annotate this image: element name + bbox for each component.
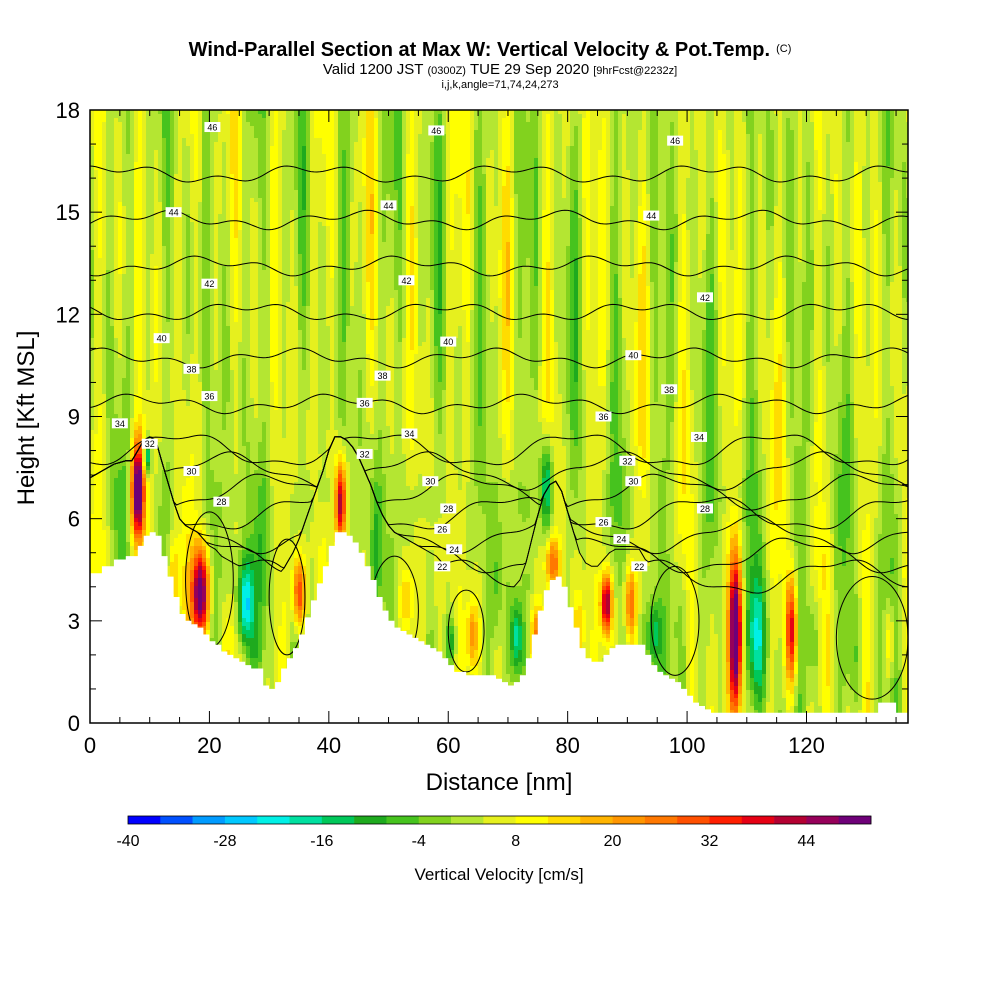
y-tick-label: 3	[68, 609, 80, 634]
x-tick-label: 0	[84, 733, 96, 758]
colorbar-tick-label: 32	[701, 833, 719, 850]
contour-label: 46	[667, 136, 683, 147]
contour-label: 44	[166, 207, 182, 218]
contour-label: 42	[697, 292, 713, 303]
y-tick-label: 15	[56, 200, 80, 225]
y-tick-label: 12	[56, 302, 80, 327]
contour-label: 22	[631, 561, 647, 572]
colorbar-swatch	[839, 816, 872, 824]
contour-label: 44	[643, 211, 659, 222]
colorbar-swatch	[451, 816, 484, 824]
contour-label: 44	[381, 200, 397, 211]
x-axis-label: Distance [nm]	[426, 769, 573, 796]
contour-label: 28	[697, 503, 713, 514]
contour-label: 30	[184, 466, 200, 477]
colorbar-swatch	[225, 816, 258, 824]
contour-label: 30	[625, 476, 641, 487]
colorbar-tick-label: -28	[213, 833, 236, 850]
contour-label: 26	[595, 517, 611, 528]
colorbar-tick-label: -4	[412, 833, 426, 850]
y-axis-label: Height [Kft MSL]	[13, 331, 40, 506]
contour-label: 40	[154, 333, 170, 344]
colorbar-swatch	[548, 816, 581, 824]
colorbar-swatch	[613, 816, 646, 824]
contour-label: 34	[691, 432, 707, 443]
chart-title: Wind-Parallel Section at Max W: Vertical…	[189, 39, 792, 61]
colorbar-swatch	[645, 816, 678, 824]
colorbar-swatch	[193, 816, 226, 824]
contour-label: 42	[398, 275, 414, 286]
vertical-velocity-field	[90, 110, 911, 727]
y-tick-label: 0	[68, 711, 80, 736]
contour-label: 32	[142, 439, 158, 450]
colorbar-label: Vertical Velocity [cm/s]	[414, 865, 583, 884]
contour-label: 24	[613, 534, 629, 545]
colorbar-swatch	[806, 816, 839, 824]
x-tick-label: 40	[317, 733, 341, 758]
y-tick-label: 18	[56, 98, 80, 123]
contour-label: 34	[112, 418, 128, 429]
colorbar-swatch	[257, 816, 290, 824]
contour-label: 36	[201, 391, 217, 402]
colorbar-swatch	[580, 816, 613, 824]
contour-label: 46	[204, 122, 220, 132]
colorbar-swatch	[709, 816, 742, 824]
contour-label: 32	[619, 456, 635, 467]
colorbar: -40 -28 -16 -4 8 20 32 44	[116, 816, 871, 850]
contour-label: 32	[357, 449, 373, 460]
contour-label: 40	[625, 350, 641, 361]
colorbar-swatch	[290, 816, 323, 824]
colorbar-swatch	[742, 816, 775, 824]
contour-label: 38	[184, 364, 200, 375]
contour-label: 24	[446, 544, 462, 555]
contour-label: 36	[357, 398, 373, 409]
contour-label: 40	[440, 337, 456, 348]
x-tick-label: 20	[197, 733, 221, 758]
colorbar-swatch	[677, 816, 710, 824]
colorbar-swatch	[483, 816, 516, 824]
colorbar-swatch	[128, 816, 161, 824]
chart-params: i,j,k,angle=71,74,24,273	[441, 79, 558, 91]
contour-label: 28	[213, 497, 229, 508]
contour-label: 22	[434, 561, 450, 572]
x-tick-label: 60	[436, 733, 460, 758]
colorbar-swatch	[774, 816, 807, 824]
contour-label: 30	[422, 476, 438, 487]
contour-label: 38	[375, 371, 391, 382]
colorbar-tick-label: -16	[310, 833, 333, 850]
colorbar-tick-label: 20	[604, 833, 622, 850]
contour-label: 34	[401, 429, 417, 440]
x-tick-label: 80	[555, 733, 579, 758]
colorbar-tick-label: 8	[511, 833, 520, 850]
colorbar-swatch	[516, 816, 549, 824]
contour-label: 46	[428, 125, 444, 136]
chart-subtitle: Valid 1200 JST (0300Z) TUE 29 Sep 2020 [9hr…	[323, 61, 677, 78]
colorbar-swatch	[354, 816, 387, 824]
x-tick-label: 120	[788, 733, 825, 758]
y-tick-label: 9	[68, 405, 80, 430]
colorbar-tick-label: -40	[116, 833, 139, 850]
contour-label: 28	[440, 503, 456, 514]
contour-label: 38	[661, 384, 677, 395]
colorbar-swatch	[419, 816, 452, 824]
contour-label: 36	[595, 412, 611, 423]
contour-label: 26	[434, 524, 450, 535]
x-tick-label: 100	[669, 733, 706, 758]
y-tick-label: 6	[68, 507, 80, 532]
contour-label: 42	[201, 279, 217, 290]
colorbar-swatch	[386, 816, 419, 824]
cross-section-chart: Wind-Parallel Section at Max W: Vertical…	[0, 0, 1000, 1000]
colorbar-tick-label: 44	[797, 833, 815, 850]
colorbar-swatch	[160, 816, 193, 824]
colorbar-swatch	[322, 816, 355, 824]
